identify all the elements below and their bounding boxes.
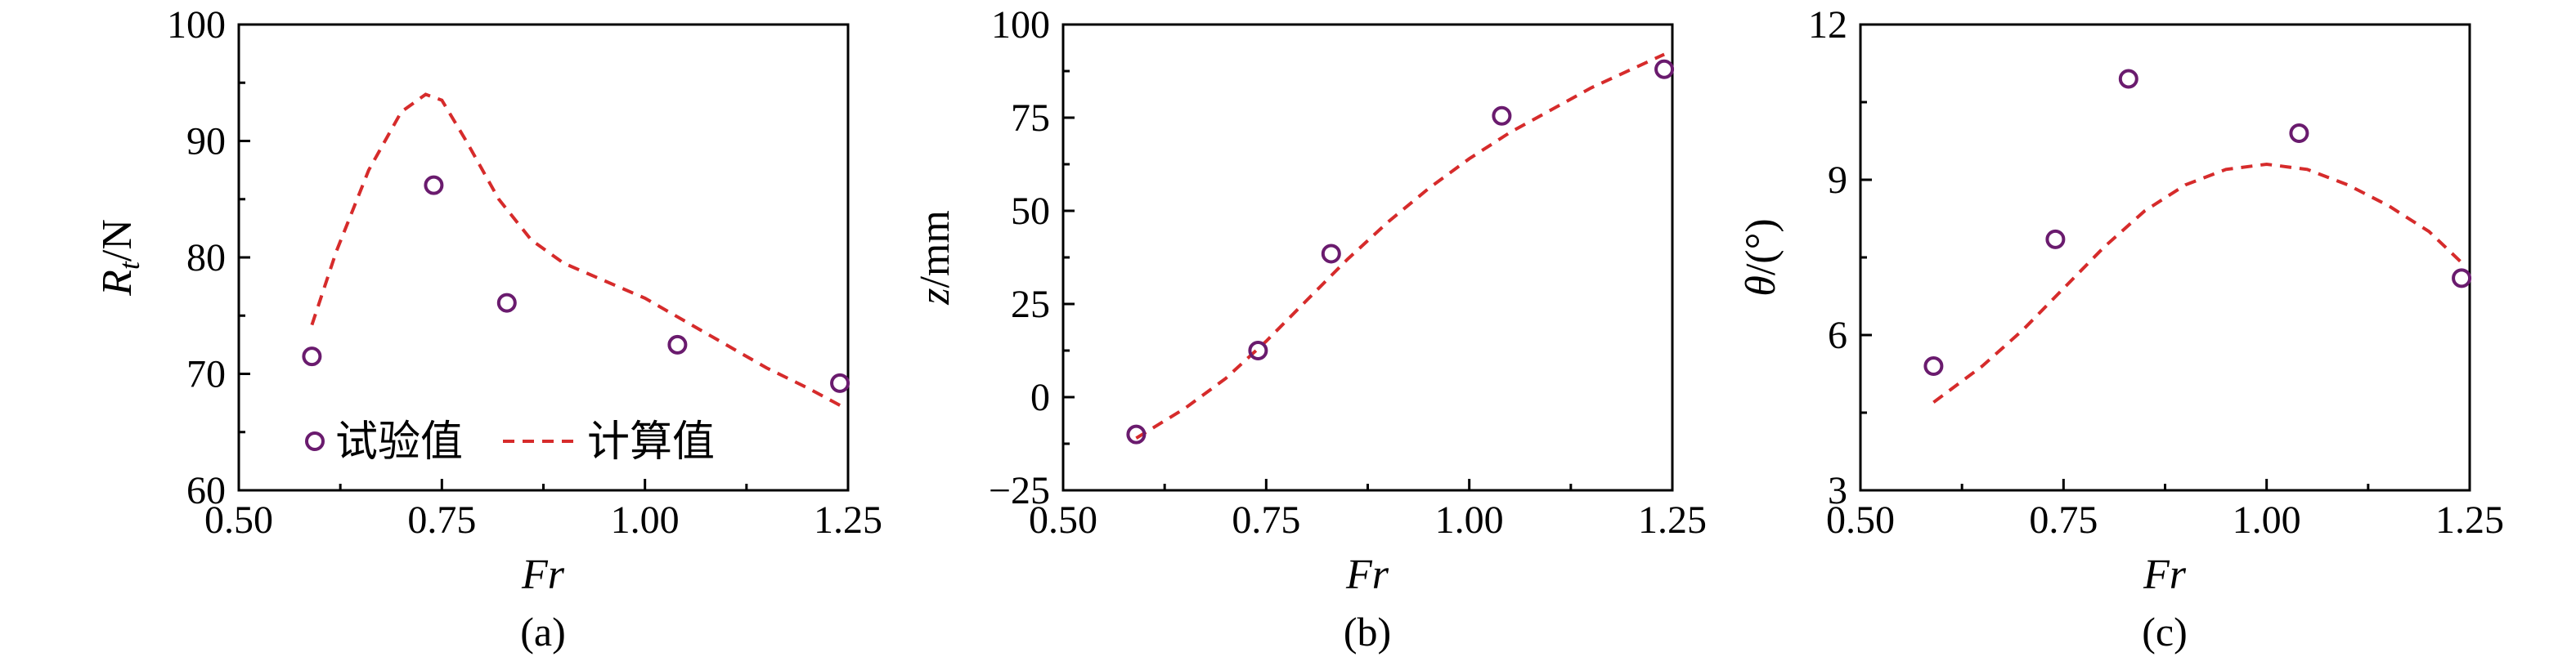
y-tick-label-b: 75 [1011, 96, 1050, 140]
x-tick-label-c: 1.25 [2435, 498, 2504, 542]
y-axis-label-main-b: z [912, 288, 958, 306]
legend: 试验值 计算值 [305, 418, 715, 467]
x-tick-label-c: 0.50 [1826, 498, 1895, 542]
experimental-point-b [1321, 244, 1341, 264]
experimental-point-b [1248, 341, 1268, 360]
y-tick-label-c: 12 [1808, 3, 1847, 47]
x-tick-label-a: 0.75 [407, 498, 476, 542]
x-tick-label-a: 0.50 [204, 498, 273, 542]
legend-label-experimental: 试验值 [335, 418, 463, 467]
experimental-point-c [2289, 123, 2309, 143]
experimental-points-a [302, 175, 850, 393]
caption-c: (c) [2142, 609, 2188, 655]
x-tick-label-b: 1.00 [1435, 498, 1504, 542]
x-tick-labels-b: 0.50 0.75 1.00 1.25 [1029, 498, 1707, 542]
y-axis-label-main-c: θ [1738, 275, 1784, 297]
experimental-point-b [1492, 105, 1512, 126]
legend-label-calculated: 计算值 [587, 418, 715, 467]
y-axis-label-main-a: R [94, 270, 141, 297]
tick-marks-a [237, 23, 850, 492]
y-axis-label-a: Rt/N [94, 219, 146, 297]
y-tick-label-b: −25 [989, 469, 1050, 512]
y-tick-label-b: 25 [1011, 283, 1050, 326]
x-tick-label-c: 1.00 [2233, 498, 2301, 542]
calculated-curve-c [1932, 162, 2463, 404]
x-tick-label-a: 1.00 [611, 498, 680, 542]
calculated-line-c [1932, 162, 2463, 404]
x-tick-label-b: 0.50 [1029, 498, 1097, 542]
x-tick-label-c: 0.75 [2029, 498, 2098, 542]
calculated-curve-b [1135, 52, 1665, 440]
calculated-line-b [1135, 52, 1665, 440]
y-tick-label-a: 80 [186, 236, 226, 279]
chart-panel-b: 0.50 0.75 1.00 1.25 −25 0 25 50 75 100 Fr z/mm (… [912, 3, 1707, 655]
y-tick-label-a: 70 [186, 353, 226, 396]
x-axis-label-b: Fr [1345, 552, 1389, 598]
chart-panel-c: 0.50 0.75 1.00 1.25 3 6 9 12 Fr θ/(°) (c) [1738, 3, 2504, 655]
chart-panel-a: 0.50 0.75 1.00 1.25 60 70 80 90 100 Fr Rt/N (a)… [94, 3, 882, 655]
x-tick-label-a: 1.25 [814, 498, 882, 542]
x-tick-labels-c: 0.50 0.75 1.00 1.25 [1826, 498, 2504, 542]
x-tick-label-b: 1.25 [1638, 498, 1707, 542]
y-tick-label-b: 50 [1011, 190, 1050, 233]
caption-a: (a) [520, 609, 566, 655]
experimental-point-c [2452, 268, 2472, 288]
experimental-point-c [2118, 69, 2138, 89]
experimental-point-c [2045, 229, 2066, 249]
experimental-point-a [667, 334, 688, 355]
y-axis-label-unit-b: /mm [912, 210, 958, 288]
x-tick-labels-a: 0.50 0.75 1.00 1.25 [204, 498, 882, 542]
tick-marks-b [1061, 23, 1674, 492]
y-tick-label-b: 100 [991, 3, 1050, 47]
y-axis-label-sub-a: t [113, 261, 146, 270]
y-tick-label-a: 60 [186, 469, 226, 512]
experimental-point-a [424, 175, 444, 195]
x-axis-label-a: Fr [521, 552, 565, 598]
y-axis-label-unit-a: /N [94, 219, 141, 261]
y-axis-label-c: θ/(°) [1738, 218, 1784, 296]
y-tick-label-b: 0 [1030, 376, 1050, 419]
experimental-point-a [830, 373, 850, 393]
legend-marker-experimental [305, 431, 325, 451]
experimental-point-b [1126, 424, 1147, 445]
y-tick-labels-a: 60 70 80 90 100 [167, 3, 226, 512]
y-tick-label-c: 3 [1828, 469, 1847, 512]
y-tick-label-c: 9 [1828, 159, 1847, 202]
y-tick-labels-b: −25 0 25 50 75 100 [989, 3, 1050, 512]
y-axis-label-b: z/mm [912, 210, 958, 306]
caption-b: (b) [1344, 609, 1391, 655]
y-tick-label-c: 6 [1828, 314, 1847, 357]
y-axis-label-unit-c: /(°) [1738, 218, 1784, 275]
experimental-point-c [1923, 356, 1944, 376]
x-axis-label-c: Fr [2143, 552, 2187, 598]
experimental-points-b [1126, 59, 1675, 445]
experimental-points-c [1923, 69, 2472, 376]
experimental-point-a [496, 293, 517, 313]
x-tick-label-b: 0.75 [1232, 498, 1300, 542]
y-tick-label-a: 90 [186, 120, 226, 163]
tick-marks-c [1859, 23, 2471, 492]
y-tick-labels-c: 3 6 9 12 [1808, 3, 1847, 512]
experimental-point-a [302, 346, 322, 367]
y-tick-label-a: 100 [167, 3, 226, 47]
experimental-point-b [1654, 59, 1675, 79]
